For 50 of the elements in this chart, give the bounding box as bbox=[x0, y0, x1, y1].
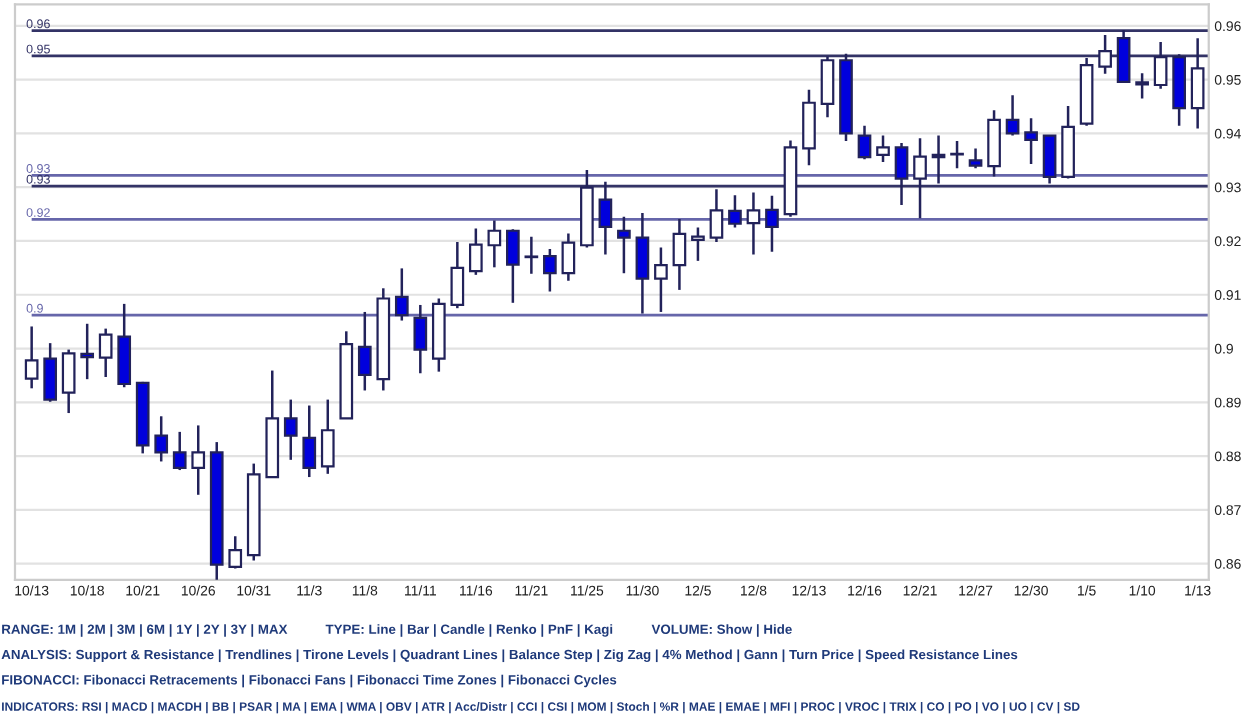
candlestick bbox=[654, 246, 668, 314]
candlestick bbox=[894, 141, 909, 207]
candlestick bbox=[228, 534, 243, 570]
candlestick bbox=[1098, 33, 1112, 75]
candlestick bbox=[543, 247, 557, 293]
candlestick bbox=[728, 194, 742, 229]
candlestick bbox=[1024, 117, 1038, 166]
candlestick bbox=[598, 180, 613, 256]
candlestick bbox=[469, 227, 483, 277]
candlestick bbox=[506, 227, 520, 305]
candlestick bbox=[80, 322, 95, 381]
candlestick bbox=[561, 232, 576, 283]
candlestick bbox=[117, 302, 132, 389]
candlestick bbox=[1135, 71, 1149, 100]
candlestick bbox=[857, 124, 872, 161]
candlestick bbox=[1042, 134, 1057, 185]
candlestick bbox=[61, 348, 76, 415]
candlestick bbox=[98, 327, 113, 379]
candlestick bbox=[283, 398, 298, 462]
candlestick bbox=[802, 88, 816, 167]
candlestick bbox=[1190, 36, 1205, 130]
candlestick bbox=[487, 219, 502, 269]
candlestick bbox=[672, 217, 687, 292]
candlestick bbox=[746, 191, 761, 256]
candlestick bbox=[1005, 93, 1020, 137]
candlestick bbox=[394, 267, 409, 322]
candlestick bbox=[24, 325, 39, 390]
candlestick bbox=[987, 109, 1001, 178]
candlestick bbox=[302, 404, 317, 479]
candlestick bbox=[524, 235, 539, 276]
candlestick bbox=[635, 211, 650, 315]
candlestick bbox=[43, 341, 58, 404]
candlestick bbox=[876, 134, 890, 164]
candlestick bbox=[172, 430, 187, 472]
candlestick bbox=[1116, 28, 1131, 85]
candlestick bbox=[154, 415, 169, 463]
candlestick bbox=[968, 147, 983, 170]
candlestick bbox=[191, 424, 206, 497]
candlestick bbox=[820, 55, 835, 119]
candlestick bbox=[1153, 40, 1168, 91]
candlestick bbox=[765, 194, 779, 253]
candlestick bbox=[913, 136, 927, 220]
candlestick bbox=[413, 303, 428, 375]
candlestick bbox=[709, 188, 724, 244]
candlestick bbox=[357, 310, 372, 392]
candlestick bbox=[450, 240, 465, 310]
candlestick bbox=[931, 134, 946, 185]
candlestick bbox=[617, 215, 631, 275]
candlestick bbox=[691, 226, 705, 263]
candlestick bbox=[320, 398, 335, 476]
